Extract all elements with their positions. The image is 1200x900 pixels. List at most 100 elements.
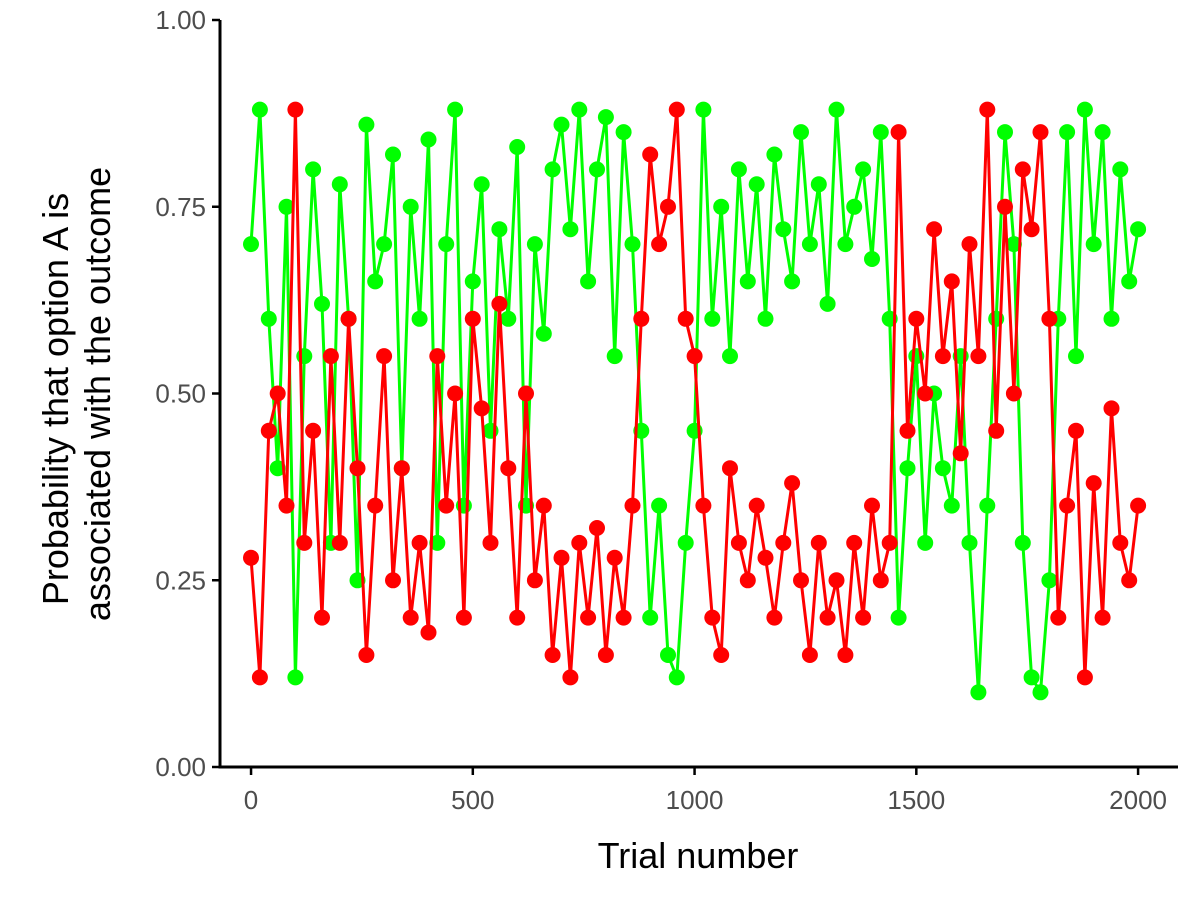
data-point xyxy=(739,273,756,290)
data-point xyxy=(473,400,490,417)
data-point xyxy=(810,176,827,193)
data-point xyxy=(757,549,774,566)
data-point xyxy=(571,101,588,118)
data-point xyxy=(704,310,721,327)
data-point xyxy=(314,609,330,626)
data-point xyxy=(1032,684,1049,701)
data-point xyxy=(722,460,738,477)
data-point xyxy=(358,647,375,663)
data-point xyxy=(864,251,880,267)
data-point xyxy=(1121,273,1138,290)
data-point xyxy=(943,497,960,514)
data-point xyxy=(651,236,668,253)
data-point xyxy=(429,348,446,365)
data-point xyxy=(952,445,969,462)
x-tick-label: 0 xyxy=(244,785,258,815)
data-point xyxy=(544,647,561,663)
data-point xyxy=(1032,124,1049,141)
data-point xyxy=(447,385,464,402)
data-point xyxy=(447,101,464,118)
data-point xyxy=(455,609,472,626)
data-point xyxy=(500,460,517,477)
data-point xyxy=(713,647,730,663)
data-point xyxy=(606,348,623,365)
data-point xyxy=(872,572,889,589)
data-point xyxy=(1103,310,1120,327)
data-point xyxy=(420,131,437,148)
data-point xyxy=(491,221,508,238)
data-point xyxy=(881,534,898,551)
data-point xyxy=(278,198,295,215)
data-point xyxy=(553,549,570,566)
data-point xyxy=(961,534,978,551)
data-point xyxy=(961,236,978,253)
data-point xyxy=(979,101,996,118)
data-point xyxy=(589,161,605,178)
data-point xyxy=(1014,161,1031,178)
x-tick-label: 1500 xyxy=(887,785,945,815)
data-point xyxy=(660,198,676,215)
y-axis-title: Probability that option A is associated … xyxy=(35,167,118,621)
data-point xyxy=(801,647,818,663)
x-ticks: 0 500 1000 1500 2000 xyxy=(244,767,1167,815)
y-tick-label: 1.00 xyxy=(155,5,206,35)
data-point xyxy=(296,534,313,551)
data-point xyxy=(305,161,322,178)
data-point xyxy=(766,609,783,626)
data-point xyxy=(722,348,738,365)
data-point xyxy=(828,101,845,118)
data-point xyxy=(1103,400,1120,417)
data-point xyxy=(243,549,259,566)
data-point xyxy=(828,572,845,589)
data-point xyxy=(784,475,801,492)
data-point xyxy=(1050,609,1067,626)
data-point xyxy=(571,534,588,551)
data-point xyxy=(757,310,774,327)
data-point xyxy=(970,684,987,701)
data-point xyxy=(695,497,712,514)
data-point xyxy=(775,534,792,551)
data-point xyxy=(367,273,384,290)
data-point xyxy=(509,139,526,155)
y-tick-label: 0.00 xyxy=(155,752,206,782)
data-point xyxy=(562,669,579,686)
data-point xyxy=(385,146,401,163)
data-point xyxy=(713,198,730,215)
data-point xyxy=(340,310,357,327)
data-point xyxy=(597,109,614,126)
data-point xyxy=(864,497,880,514)
data-point xyxy=(1014,534,1031,551)
x-tick-label: 2000 xyxy=(1109,785,1167,815)
x-tick-label: 500 xyxy=(451,785,494,815)
data-point xyxy=(1094,609,1111,626)
data-point xyxy=(562,221,579,238)
data-point xyxy=(429,534,446,551)
data-point xyxy=(837,236,854,253)
series-layer xyxy=(243,101,1147,701)
data-point xyxy=(393,460,410,477)
series-line xyxy=(249,108,1140,694)
data-point xyxy=(1068,348,1084,365)
data-point xyxy=(1005,236,1022,253)
data-point xyxy=(1068,422,1084,439)
data-point xyxy=(358,116,375,133)
data-point xyxy=(988,422,1005,439)
data-point xyxy=(322,348,339,365)
data-point xyxy=(686,348,703,365)
data-point xyxy=(775,221,792,238)
data-point xyxy=(810,534,827,551)
data-point xyxy=(402,609,419,626)
data-point xyxy=(287,101,304,118)
data-point xyxy=(890,124,907,141)
data-point xyxy=(677,534,694,551)
data-point xyxy=(305,422,322,439)
data-point xyxy=(668,669,685,686)
data-point xyxy=(402,198,419,215)
data-point xyxy=(491,295,508,312)
data-point xyxy=(837,647,854,663)
data-point xyxy=(633,310,650,327)
data-point xyxy=(420,624,437,641)
data-point xyxy=(660,647,676,663)
data-point xyxy=(287,669,304,686)
